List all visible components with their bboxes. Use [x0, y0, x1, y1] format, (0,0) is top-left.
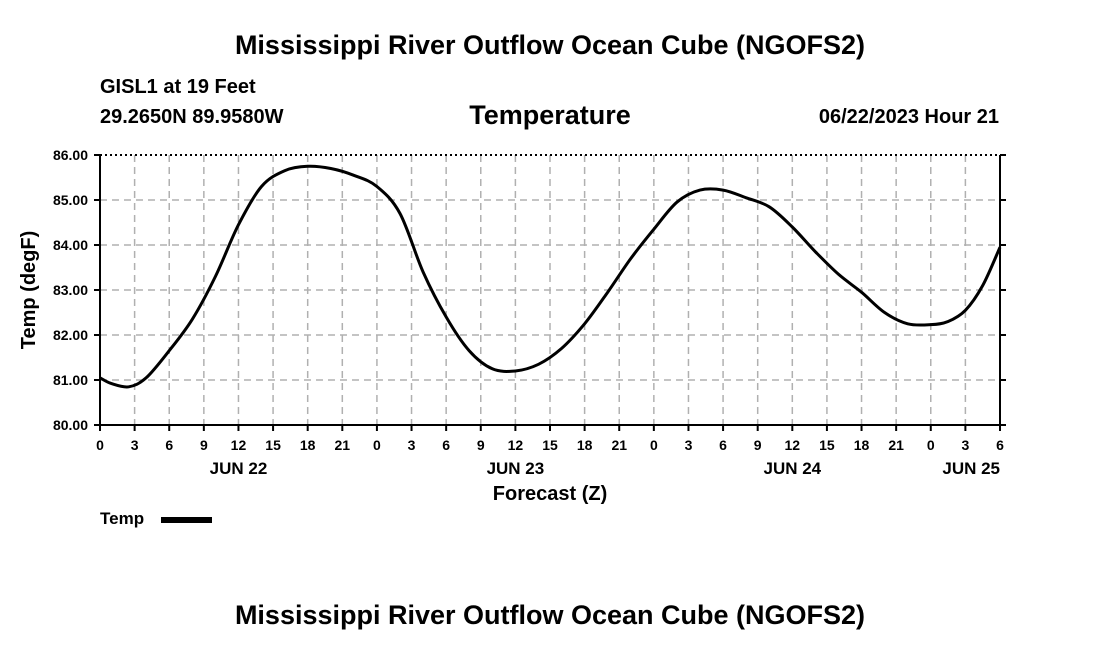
- x-tick-label: 3: [408, 437, 416, 453]
- y-tick-label: 82.00: [53, 327, 88, 343]
- x-tick-label: 9: [477, 437, 485, 453]
- x-tick-label: 21: [888, 437, 904, 453]
- x-tick-label: 9: [200, 437, 208, 453]
- x-tick-label: 18: [854, 437, 870, 453]
- x-tick-label: 9: [754, 437, 762, 453]
- y-tick-label: 83.00: [53, 282, 88, 298]
- chart-title: Mississippi River Outflow Ocean Cube (NG…: [234, 30, 866, 60]
- station-label: GISL1 at 19 Feet: [100, 76, 256, 98]
- x-tick-label: 12: [785, 437, 801, 453]
- x-tick-label: 6: [996, 437, 1004, 453]
- date-label: JUN 24: [763, 459, 821, 478]
- x-tick-label: 21: [611, 437, 627, 453]
- x-tick-label: 18: [300, 437, 316, 453]
- y-tick-label: 81.00: [53, 372, 88, 388]
- x-tick-label: 0: [927, 437, 935, 453]
- x-tick-label: 15: [265, 437, 281, 453]
- y-tick-label: 86.00: [53, 147, 88, 163]
- coordinates-label: 29.2650N 89.9580W: [100, 106, 284, 128]
- y-tick-label: 84.00: [53, 237, 88, 253]
- x-tick-label: 6: [165, 437, 173, 453]
- x-tick-label: 15: [819, 437, 835, 453]
- x-tick-label: 0: [373, 437, 381, 453]
- y-axis-title: Temp (degF): [18, 231, 40, 350]
- x-tick-label: 0: [650, 437, 658, 453]
- x-tick-label: 12: [508, 437, 524, 453]
- x-tick-label: 6: [442, 437, 450, 453]
- x-tick-label: 3: [961, 437, 969, 453]
- legend-line-swatch: [161, 517, 212, 523]
- legend-label: Temp: [100, 509, 145, 528]
- x-tick-label: 12: [231, 437, 247, 453]
- x-tick-label: 6: [719, 437, 727, 453]
- x-tick-label: 3: [685, 437, 693, 453]
- variable-title: Temperature: [469, 100, 631, 130]
- y-tick-label: 80.00: [53, 417, 88, 433]
- temp-series-line: [99, 164, 1002, 389]
- x-tick-label: 18: [577, 437, 593, 453]
- y-tick-label: 85.00: [53, 192, 88, 208]
- footer-title: Mississippi River Outflow Ocean Cube (NG…: [234, 600, 866, 630]
- x-tick-label: 3: [131, 437, 139, 453]
- date-label: JUN 23: [487, 459, 545, 478]
- forecast-timestamp: 06/22/2023 Hour 21: [818, 106, 999, 128]
- x-tick-label: 0: [96, 437, 104, 453]
- date-label: JUN 25: [942, 459, 1000, 478]
- x-tick-label: 15: [542, 437, 558, 453]
- x-tick-label: 21: [335, 437, 351, 453]
- x-axis-title: Forecast (Z): [493, 483, 607, 505]
- date-label: JUN 22: [210, 459, 268, 478]
